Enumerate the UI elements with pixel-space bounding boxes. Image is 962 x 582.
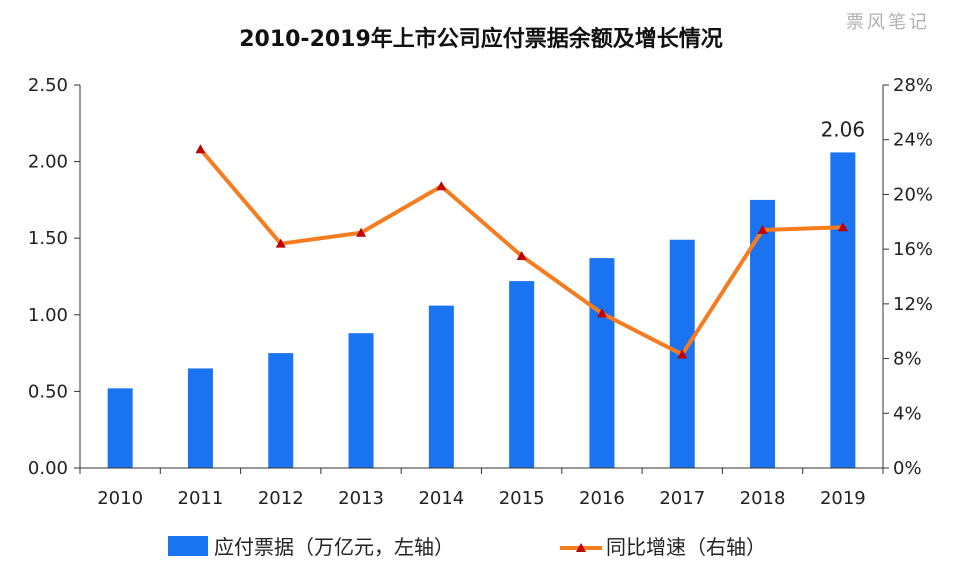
left-tick-label: 1.50 bbox=[28, 228, 68, 249]
bar-2016 bbox=[589, 258, 615, 468]
right-tick-label: 20% bbox=[893, 184, 933, 205]
left-tick-label: 2.00 bbox=[28, 152, 68, 173]
x-tick-label: 2013 bbox=[338, 488, 384, 509]
right-tick-label: 4% bbox=[893, 403, 922, 424]
right-tick-label: 16% bbox=[893, 239, 933, 260]
right-tick-label: 24% bbox=[893, 130, 933, 151]
x-tick-label: 2016 bbox=[579, 488, 625, 509]
bar-2019 bbox=[830, 152, 856, 468]
right-tick-label: 8% bbox=[893, 349, 922, 370]
growth-point-2011 bbox=[195, 144, 206, 154]
x-tick-label: 2012 bbox=[258, 488, 304, 509]
data-label-2019: 2.06 bbox=[821, 117, 866, 141]
data-labels: 2.06 bbox=[821, 117, 866, 141]
growth-point-2013 bbox=[356, 227, 367, 237]
left-tick-label: 1.00 bbox=[28, 305, 68, 326]
axes: 0.00 0.50 1.00 1.50 2.00 2.50 0% 4% 8% 12% 16% 20% 2… bbox=[28, 75, 933, 509]
growth-point-2018 bbox=[757, 224, 768, 234]
bar-series bbox=[107, 152, 856, 468]
growth-point-2015 bbox=[516, 250, 527, 260]
bar-2015 bbox=[509, 281, 535, 468]
growth-point-2017 bbox=[677, 349, 688, 359]
x-tick-label: 2010 bbox=[97, 488, 143, 509]
bar-2013 bbox=[348, 333, 374, 468]
left-tick-label: 0.00 bbox=[28, 458, 68, 479]
legend-bar-label: 应付票据（万亿元，左轴） bbox=[214, 535, 454, 559]
left-tick-label: 2.50 bbox=[28, 75, 68, 96]
x-tick-label: 2015 bbox=[499, 488, 545, 509]
x-tick-label: 2014 bbox=[418, 488, 464, 509]
x-tick-label: 2017 bbox=[659, 488, 705, 509]
x-tick-label: 2019 bbox=[820, 488, 866, 509]
line-series bbox=[195, 144, 848, 359]
watermark-text: 票风笔记 bbox=[846, 12, 930, 33]
bar-2010 bbox=[107, 388, 133, 468]
bar-2014 bbox=[428, 305, 454, 468]
x-tick-label: 2011 bbox=[178, 488, 224, 509]
x-tick-label: 2018 bbox=[740, 488, 786, 509]
right-tick-label: 28% bbox=[893, 75, 933, 96]
growth-point-2019 bbox=[837, 222, 848, 232]
bar-2012 bbox=[268, 353, 294, 468]
right-tick-label: 12% bbox=[893, 294, 933, 315]
chart-title: 2010-2019年上市公司应付票据余额及增长情况 bbox=[239, 26, 723, 52]
legend-line-marker bbox=[576, 543, 586, 552]
growth-point-2016 bbox=[596, 308, 607, 318]
bar-2011 bbox=[187, 368, 213, 468]
legend-bar-swatch bbox=[168, 536, 208, 556]
right-tick-label: 0% bbox=[893, 458, 922, 479]
legend-line-label: 同比增速（右轴） bbox=[606, 535, 766, 559]
growth-point-2012 bbox=[275, 238, 286, 248]
left-tick-label: 0.50 bbox=[28, 381, 68, 402]
legend: 应付票据（万亿元，左轴） 同比增速（右轴） bbox=[168, 535, 766, 559]
growth-point-2014 bbox=[436, 181, 447, 191]
